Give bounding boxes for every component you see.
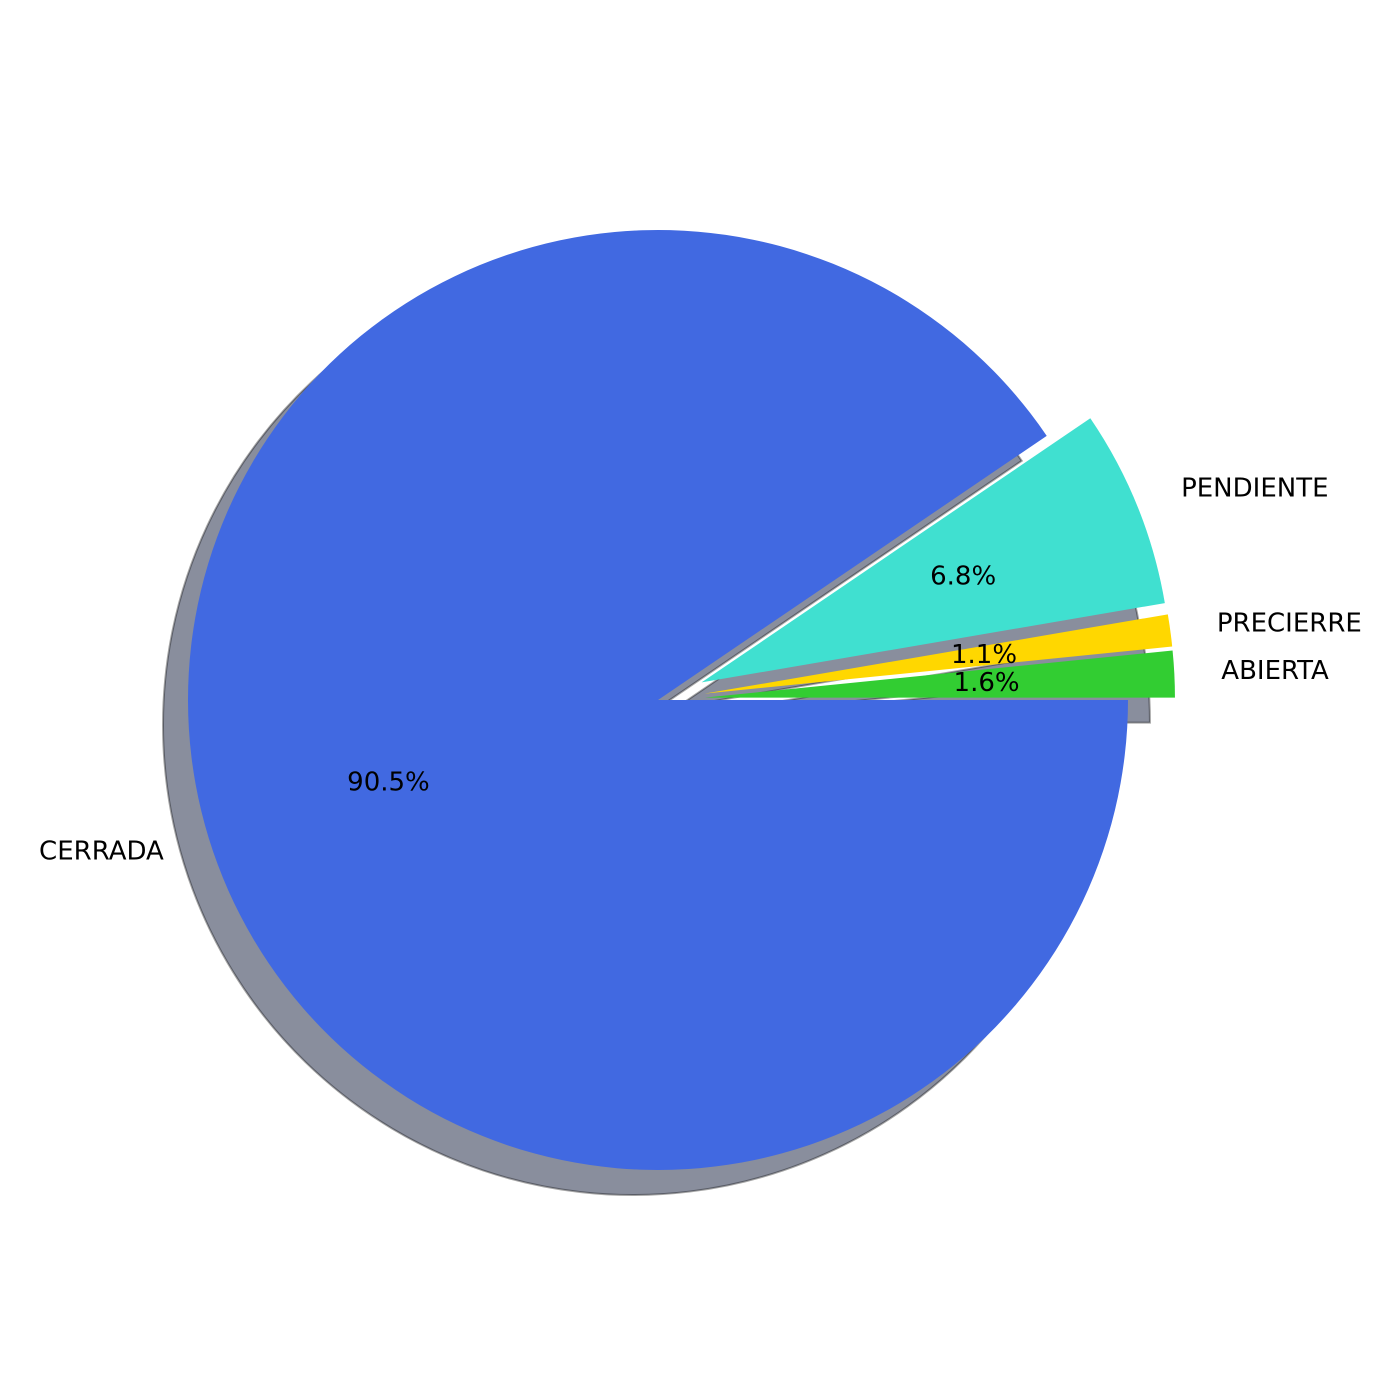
pie-label-cerrada: CERRADA [39, 837, 164, 867]
pie-label-layer: ABIERTA 1.6% PRECIERRE 1.1% PENDIENTE 6.8% CER… [39, 474, 1362, 867]
pie-slice-cerrada [187, 229, 1128, 1170]
pie-slice-layer [187, 229, 1175, 1170]
pie-percent-precierre: 1.1% [951, 640, 1017, 670]
pie-percent-pendiente: 6.8% [930, 561, 996, 591]
pie-percent-cerrada: 90.5% [347, 767, 430, 797]
pie-label-pendiente: PENDIENTE [1181, 474, 1328, 504]
pie-percent-abierta: 1.6% [954, 668, 1020, 698]
pie-label-abierta: ABIERTA [1221, 656, 1329, 686]
pie-slice-pendiente [701, 418, 1165, 683]
pie-slice-precierre [704, 614, 1173, 694]
pie-slice-abierta [704, 650, 1175, 698]
pie-label-precierre: PRECIERRE [1217, 609, 1362, 639]
